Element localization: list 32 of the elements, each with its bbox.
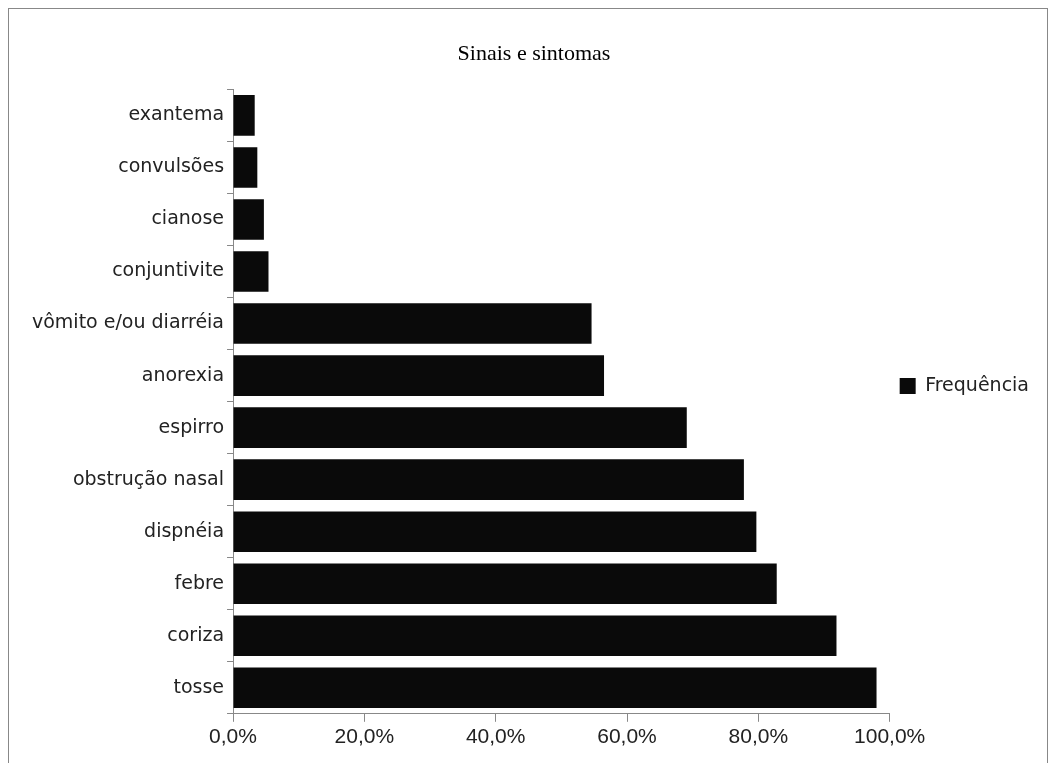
chart-title: Sinais e sintomas [457,39,611,65]
y-tick-label: vômito e/ou diarréia [31,310,225,333]
y-tick-label: coriza [167,622,225,645]
bar [233,303,592,344]
y-tick-label: espirro [158,414,225,437]
y-tick-label: convulsões [118,154,225,177]
x-tick-label: 0,0% [209,724,257,748]
bar [233,563,777,605]
bar [233,355,605,396]
bar [233,199,264,240]
bar [233,147,258,188]
y-tick-label: conjuntivite [112,258,225,281]
y-tick-label: febre [174,570,225,593]
y-tick-label: exantema [128,102,225,125]
bar [233,459,744,500]
bar [233,667,877,709]
y-tick-label: cianose [151,206,225,229]
x-tick-label: 60,0% [597,724,657,748]
bar [233,251,269,292]
y-tick-label: obstrução nasal [72,466,225,489]
x-tick-label: 80,0% [728,724,789,748]
bar [233,407,687,448]
y-tick-label: dispnéia [144,518,225,541]
legend-label: Frequência [925,372,1030,395]
x-tick-label: 40,0% [465,724,526,748]
x-tick-label: 20,0% [334,724,395,748]
bar [233,95,255,136]
y-tick-label: anorexia [141,362,225,385]
y-tick-label: tosse [173,674,225,697]
bar [233,511,757,552]
bar [233,615,837,657]
x-tick-label: 100,0% [854,724,926,748]
